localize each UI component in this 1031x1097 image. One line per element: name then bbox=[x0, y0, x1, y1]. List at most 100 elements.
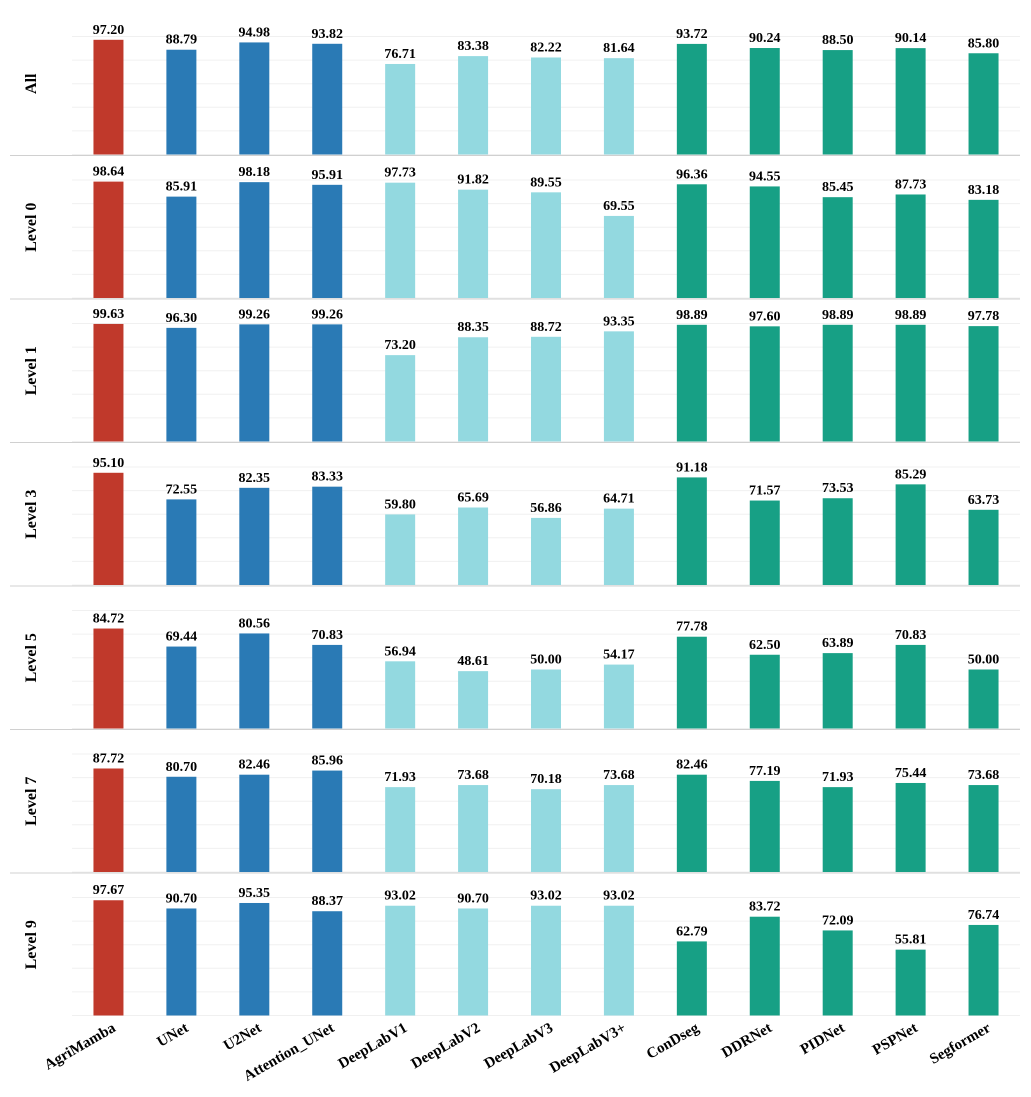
value-label: 80.56 bbox=[239, 616, 271, 631]
bar bbox=[312, 644, 343, 729]
value-label: 85.91 bbox=[166, 180, 198, 195]
value-label: 98.64 bbox=[93, 165, 125, 180]
bar bbox=[312, 486, 343, 585]
value-label: 72.09 bbox=[822, 913, 854, 928]
bar bbox=[822, 787, 853, 872]
bar bbox=[166, 646, 197, 729]
value-label: 62.50 bbox=[749, 638, 781, 653]
x-tick-label: DeepLabV3+ bbox=[547, 1020, 629, 1076]
value-label: 99.26 bbox=[239, 307, 271, 322]
value-label: 97.67 bbox=[93, 883, 125, 898]
bar bbox=[458, 908, 489, 1016]
value-label: 63.89 bbox=[822, 636, 854, 651]
bar bbox=[603, 331, 634, 442]
bar bbox=[385, 182, 416, 298]
value-label: 91.82 bbox=[457, 173, 489, 188]
value-label: 75.44 bbox=[895, 766, 927, 781]
value-label: 73.68 bbox=[968, 768, 1000, 783]
value-label: 73.68 bbox=[457, 768, 489, 783]
bar bbox=[895, 484, 926, 585]
bar bbox=[166, 499, 197, 585]
value-label: 70.83 bbox=[311, 628, 343, 643]
value-label: 85.45 bbox=[822, 180, 854, 195]
bar bbox=[676, 43, 707, 155]
bar bbox=[749, 48, 780, 155]
bar bbox=[603, 58, 634, 155]
bar bbox=[603, 905, 634, 1016]
panel-label: Level 7 bbox=[23, 777, 40, 826]
value-label: 97.78 bbox=[968, 309, 1000, 324]
value-label: 50.00 bbox=[530, 653, 562, 668]
value-label: 54.17 bbox=[603, 648, 635, 663]
bar bbox=[968, 199, 999, 298]
bar bbox=[458, 337, 489, 442]
bar bbox=[166, 196, 197, 298]
x-tick-label: PIDNet bbox=[798, 1020, 848, 1058]
value-label: 95.91 bbox=[311, 168, 343, 183]
value-label: 69.44 bbox=[166, 630, 198, 645]
value-label: 99.26 bbox=[311, 307, 343, 322]
x-tick-label: Segformer bbox=[927, 1020, 994, 1068]
bar bbox=[239, 487, 270, 585]
bar bbox=[676, 774, 707, 872]
bar bbox=[968, 509, 999, 585]
value-label: 83.18 bbox=[968, 183, 1000, 198]
bar bbox=[603, 664, 634, 729]
x-tick-label: AgriMamba bbox=[42, 1020, 119, 1074]
panel-label: Level 1 bbox=[23, 346, 40, 395]
panel-label: Level 3 bbox=[23, 490, 40, 539]
bar bbox=[603, 508, 634, 585]
bar bbox=[822, 197, 853, 298]
bar bbox=[312, 770, 343, 872]
bar bbox=[166, 908, 197, 1016]
value-label: 98.89 bbox=[822, 308, 854, 323]
value-label: 70.18 bbox=[530, 772, 562, 787]
bar bbox=[749, 326, 780, 442]
bar bbox=[531, 669, 561, 729]
bar bbox=[458, 785, 489, 872]
bar bbox=[93, 768, 124, 872]
value-label: 93.35 bbox=[603, 314, 635, 329]
bar bbox=[603, 215, 634, 298]
bar bbox=[531, 336, 561, 442]
bar bbox=[895, 324, 926, 442]
value-label: 82.46 bbox=[239, 758, 271, 773]
value-label: 90.24 bbox=[749, 31, 781, 46]
bar bbox=[458, 507, 489, 585]
bar bbox=[312, 911, 343, 1016]
value-label: 88.50 bbox=[822, 33, 854, 48]
value-label: 93.02 bbox=[603, 889, 635, 904]
value-label: 98.89 bbox=[895, 308, 927, 323]
bar bbox=[385, 355, 416, 442]
value-label: 85.96 bbox=[311, 754, 343, 769]
bar bbox=[822, 653, 853, 729]
bar bbox=[895, 48, 926, 155]
bar bbox=[385, 63, 416, 155]
value-label: 72.55 bbox=[166, 482, 198, 497]
bar bbox=[749, 186, 780, 298]
bar bbox=[239, 42, 270, 155]
value-label: 65.69 bbox=[457, 490, 489, 505]
value-label: 82.35 bbox=[239, 471, 271, 486]
bar bbox=[968, 669, 999, 729]
bar bbox=[385, 514, 416, 585]
value-label: 80.70 bbox=[166, 760, 198, 775]
value-label: 85.80 bbox=[968, 36, 1000, 51]
value-label: 82.46 bbox=[676, 758, 708, 773]
bar bbox=[968, 53, 999, 155]
bar bbox=[749, 654, 780, 729]
value-label: 71.93 bbox=[384, 770, 416, 785]
value-label: 90.70 bbox=[166, 891, 198, 906]
value-label: 83.38 bbox=[457, 39, 489, 54]
bar bbox=[312, 324, 343, 442]
value-label: 69.55 bbox=[603, 199, 635, 214]
bar bbox=[895, 782, 926, 872]
panel-label: Level 9 bbox=[23, 920, 40, 969]
value-label: 83.33 bbox=[311, 470, 343, 485]
bar bbox=[676, 477, 707, 585]
bar bbox=[822, 324, 853, 442]
bar bbox=[822, 50, 853, 155]
panel-label: Level 0 bbox=[23, 203, 40, 252]
value-label: 97.20 bbox=[93, 23, 125, 38]
value-label: 94.98 bbox=[239, 25, 271, 40]
